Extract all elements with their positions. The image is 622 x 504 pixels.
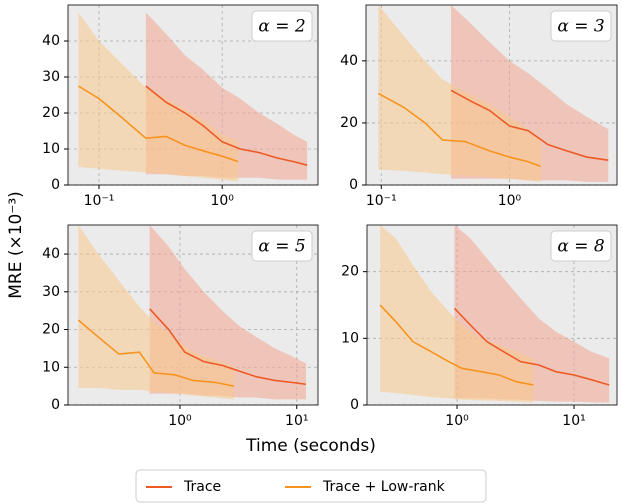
x-axis-label: Time (seconds)	[245, 436, 376, 456]
y-tick-label: 0	[350, 397, 359, 413]
y-tick-label: 0	[51, 397, 60, 413]
y-tick-label: 0	[349, 177, 358, 193]
plot-frame	[67, 4, 319, 186]
x-tick-label: 10⁰	[445, 413, 469, 429]
y-tick-label: 20	[340, 115, 358, 131]
series-group	[379, 225, 610, 403]
y-axis-label: MRE (×10⁻³)	[6, 191, 26, 299]
plot-frame	[67, 224, 319, 406]
series-group	[378, 5, 609, 182]
annotation-box	[251, 230, 313, 262]
legend-label: Trace	[183, 479, 221, 495]
annotation-box	[550, 10, 612, 42]
x-tick-label: 10⁻¹	[366, 193, 397, 209]
x-tick-label: 10⁰	[498, 193, 522, 209]
annotation-box	[550, 230, 612, 262]
annotation-box	[251, 10, 313, 42]
x-tick-label: 10⁰	[210, 193, 234, 209]
series-group	[77, 12, 308, 182]
x-tick-label: 10⁻¹	[84, 193, 115, 209]
x-tick-label: 10¹	[285, 413, 308, 429]
line	[450, 89, 609, 161]
x-tick-label: 10⁰	[168, 413, 192, 429]
annotation: α = 2	[258, 17, 305, 37]
y-tick-label: 20	[341, 264, 359, 280]
annotation: α = 5	[258, 237, 305, 257]
line	[149, 308, 307, 386]
band	[380, 225, 534, 403]
line	[77, 85, 239, 163]
y-tick-label: 30	[42, 284, 60, 300]
annotation: α = 3	[557, 17, 604, 37]
series-group	[77, 225, 307, 400]
y-tick-label: 20	[42, 322, 60, 338]
y-tick-label: 40	[42, 246, 60, 262]
y-tick-label: 30	[42, 69, 60, 85]
band	[378, 5, 541, 182]
y-tick-label: 40	[340, 53, 358, 69]
legend-label: Trace + Low-rank	[322, 479, 446, 495]
line	[145, 85, 308, 166]
band	[78, 225, 234, 400]
line	[453, 307, 610, 386]
y-tick-label: 0	[51, 177, 60, 193]
x-tick-label: 10¹	[562, 413, 585, 429]
y-tick-label: 40	[42, 33, 60, 49]
plot-frame	[365, 4, 618, 186]
plot-frame	[366, 224, 618, 406]
line	[379, 304, 534, 386]
line	[378, 92, 541, 168]
y-tick-label: 10	[42, 359, 60, 375]
y-tick-label: 10	[42, 141, 60, 157]
y-tick-label: 20	[42, 105, 60, 121]
y-tick-label: 10	[341, 330, 359, 346]
line	[77, 319, 235, 387]
annotation: α = 8	[557, 237, 605, 257]
